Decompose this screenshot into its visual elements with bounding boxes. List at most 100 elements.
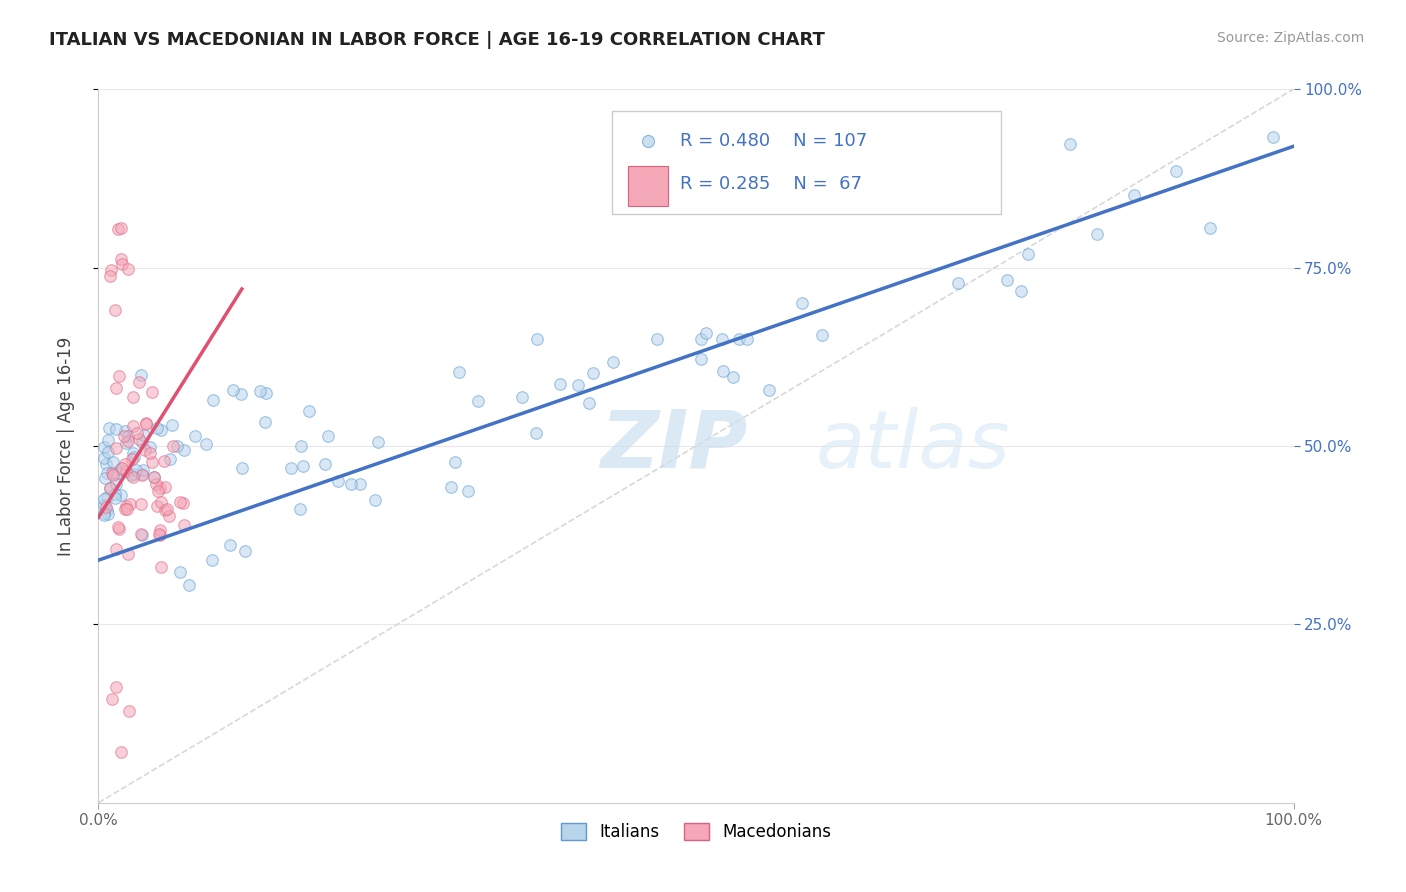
- Text: ZIP: ZIP: [600, 407, 748, 485]
- Point: [162, 439, 184, 453]
- Point: [121, 418, 143, 433]
- Point: [110, 252, 132, 267]
- Point: [110, 257, 132, 271]
- Point: [202, 393, 225, 408]
- Point: [173, 517, 195, 532]
- Point: [104, 476, 127, 491]
- Point: [647, 332, 669, 346]
- Point: [101, 692, 124, 706]
- Point: [97, 433, 120, 447]
- Point: [131, 527, 153, 541]
- Point: [169, 565, 191, 579]
- Point: [96, 490, 118, 504]
- Point: [93, 508, 115, 522]
- Point: [120, 468, 142, 483]
- Point: [254, 415, 277, 429]
- Point: [104, 381, 127, 395]
- Point: [447, 365, 470, 379]
- Text: R = 0.480    N = 107: R = 0.480 N = 107: [681, 132, 868, 150]
- Point: [93, 451, 115, 466]
- Text: ITALIAN VS MACEDONIAN IN LABOR FORCE | AGE 16-19 CORRELATION CHART: ITALIAN VS MACEDONIAN IN LABOR FORCE | A…: [49, 31, 825, 49]
- Point: [93, 506, 115, 520]
- Point: [364, 493, 387, 508]
- Point: [117, 262, 139, 277]
- Point: [139, 440, 162, 454]
- Point: [690, 351, 713, 366]
- Point: [104, 541, 127, 556]
- Point: [117, 547, 139, 561]
- Point: [695, 326, 717, 340]
- Point: [156, 502, 179, 516]
- Point: [254, 386, 277, 401]
- Point: [637, 134, 659, 148]
- Point: [280, 461, 302, 475]
- Point: [340, 477, 363, 491]
- Point: [177, 578, 200, 592]
- Point: [100, 263, 122, 277]
- Point: [1261, 130, 1284, 145]
- Point: [153, 503, 176, 517]
- Point: [131, 435, 153, 450]
- Point: [122, 470, 145, 484]
- Point: [758, 383, 780, 397]
- Point: [710, 332, 733, 346]
- Point: [104, 487, 127, 501]
- Point: [110, 221, 132, 235]
- Point: [115, 499, 138, 513]
- Point: [233, 543, 256, 558]
- Point: [96, 466, 118, 480]
- Point: [149, 481, 172, 495]
- Point: [97, 507, 120, 521]
- Point: [149, 495, 172, 509]
- Point: [122, 467, 145, 481]
- Point: [157, 509, 180, 524]
- Point: [107, 222, 129, 236]
- Point: [1198, 221, 1220, 235]
- Point: [231, 461, 253, 475]
- Point: [103, 303, 125, 318]
- Y-axis label: In Labor Force | Age 16-19: In Labor Force | Age 16-19: [56, 336, 75, 556]
- Point: [115, 436, 138, 450]
- Point: [1059, 136, 1081, 151]
- Point: [249, 384, 271, 398]
- Point: [97, 445, 120, 459]
- Point: [291, 458, 314, 473]
- Point: [155, 480, 177, 494]
- Point: [101, 467, 124, 482]
- Point: [134, 442, 156, 457]
- Point: [135, 417, 157, 432]
- Point: [132, 427, 155, 442]
- Point: [129, 526, 152, 541]
- Point: [183, 429, 205, 443]
- Text: Source: ZipAtlas.com: Source: ZipAtlas.com: [1216, 31, 1364, 45]
- Point: [153, 453, 176, 467]
- Point: [96, 503, 118, 517]
- Point: [314, 457, 336, 471]
- Point: [349, 477, 371, 491]
- Point: [440, 480, 463, 494]
- Point: [160, 418, 183, 433]
- Point: [524, 425, 547, 440]
- Point: [602, 355, 624, 369]
- Point: [995, 273, 1018, 287]
- Point: [107, 522, 129, 536]
- Point: [728, 332, 751, 346]
- Point: [115, 502, 138, 516]
- Point: [108, 369, 131, 384]
- Point: [195, 437, 218, 451]
- FancyBboxPatch shape: [613, 111, 1001, 214]
- Point: [290, 439, 312, 453]
- Point: [526, 332, 548, 346]
- Point: [792, 295, 814, 310]
- Point: [288, 501, 311, 516]
- Point: [172, 496, 194, 510]
- Point: [114, 424, 136, 438]
- Point: [98, 481, 121, 495]
- Point: [104, 491, 127, 506]
- Point: [150, 423, 173, 437]
- Text: atlas: atlas: [815, 407, 1011, 485]
- Point: [139, 446, 162, 460]
- Point: [93, 498, 115, 512]
- Point: [173, 442, 195, 457]
- Point: [159, 452, 181, 467]
